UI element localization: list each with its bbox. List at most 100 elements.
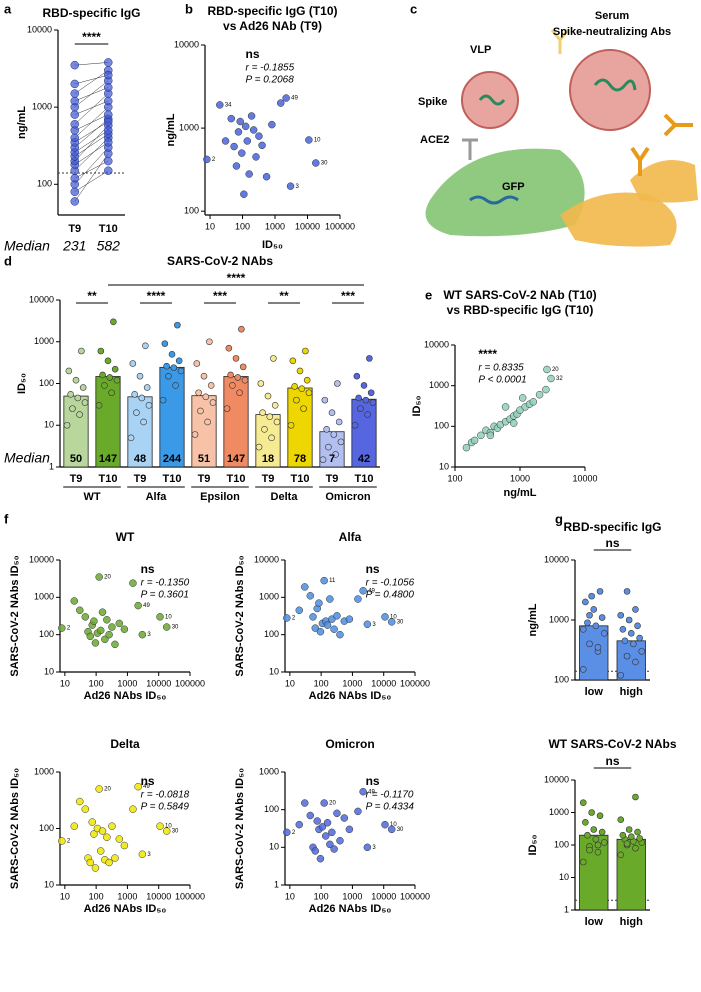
point [600, 630, 608, 637]
significance-label: ns [605, 536, 619, 550]
point-label: 10 [165, 824, 172, 830]
median-value: 7 [329, 453, 335, 465]
point [108, 822, 116, 830]
x-tick-label: 10000 [146, 678, 171, 688]
x-axis-label: ID₅₀ [262, 239, 283, 251]
point [134, 601, 142, 610]
median-value: 50 [70, 453, 82, 465]
x-axis-label: Ad26 NAbs ID₅₀ [309, 903, 392, 915]
y-tick-label: 100 [264, 629, 279, 639]
point [309, 613, 317, 621]
point [387, 825, 396, 834]
y-tick-label: 100 [37, 179, 52, 189]
x-tick-label: 1000 [342, 891, 362, 901]
y-tick-label: 1000 [549, 807, 569, 817]
group-label: Alfa [146, 491, 168, 503]
point [584, 619, 591, 627]
point [103, 833, 111, 842]
point [584, 831, 591, 839]
point-label: 3 [147, 852, 151, 858]
point [590, 826, 598, 833]
point [359, 787, 367, 796]
x-axis-label: Ad26 NAbs ID₅₀ [84, 690, 167, 702]
point-label: 3 [372, 622, 376, 628]
point [91, 864, 100, 872]
point [630, 640, 637, 648]
point-label: 2 [292, 830, 296, 836]
point [627, 833, 635, 841]
y-axis-label: SARS-CoV-2 NAbs ID₅₀ [234, 555, 246, 676]
point [334, 380, 341, 387]
point [625, 616, 633, 624]
antibody [550, 29, 570, 54]
antibody [630, 146, 650, 176]
point [328, 409, 336, 416]
point-label: 49 [368, 588, 375, 594]
point [357, 405, 364, 412]
x-tick-label: T10 [99, 473, 118, 485]
point [95, 402, 103, 409]
p-label: P = 0.3601 [141, 590, 189, 601]
panel-letter: c [410, 1, 417, 16]
point [172, 382, 179, 389]
point [58, 837, 66, 845]
illustration: c Serum Spike-neutralizing Abs VLP Spike… [410, 1, 698, 247]
point [206, 338, 213, 346]
x-tick-label: 100 [447, 473, 462, 483]
point [592, 835, 600, 843]
point [315, 599, 323, 607]
bar [159, 366, 185, 468]
bar [351, 398, 377, 468]
pair-line [74, 70, 109, 94]
y-tick-label: 1000 [429, 380, 449, 390]
point [230, 142, 238, 151]
point-label: 3 [147, 632, 151, 638]
pair-line [74, 170, 109, 192]
x-tick-label: 1000 [265, 221, 285, 231]
point [330, 625, 338, 633]
x-tick-label: 100 [89, 678, 104, 688]
point [588, 809, 595, 816]
point [336, 836, 344, 845]
point [617, 611, 625, 619]
pair-line [74, 80, 109, 108]
pair-line [74, 125, 109, 162]
point [247, 112, 256, 120]
pair-line [74, 153, 109, 202]
p-label: P = 0.4334 [366, 802, 415, 813]
x-tick-label: high [620, 916, 643, 928]
point-label: 20 [104, 575, 111, 581]
y-tick-label: 100 [39, 823, 54, 833]
pair-line [74, 121, 109, 143]
x-tick-label: 10000 [146, 891, 171, 901]
stat-label: ns [141, 774, 155, 788]
group-label: Epsilon [200, 491, 240, 503]
point [161, 340, 169, 347]
point [621, 637, 629, 645]
point [203, 155, 211, 164]
pair-line [74, 137, 109, 171]
point [129, 579, 137, 587]
antibody [663, 113, 693, 137]
x-tick-label: 100000 [400, 891, 430, 901]
point [287, 421, 295, 429]
point [311, 847, 320, 855]
chart-title: Omicron [325, 737, 374, 751]
y-tick-label: 100 [39, 378, 54, 388]
point [547, 374, 555, 383]
y-tick-label: 1000 [179, 122, 199, 132]
x-tick-label: T9 [326, 473, 339, 485]
point [258, 141, 266, 150]
point [364, 411, 371, 418]
point [360, 382, 368, 389]
point [86, 858, 95, 867]
x-tick-label: T9 [134, 473, 147, 485]
point-label: 30 [321, 161, 328, 167]
point [78, 347, 85, 355]
point [289, 357, 297, 365]
point [90, 617, 98, 625]
point-label: 30 [397, 827, 404, 833]
point [345, 615, 354, 623]
p-label: P = 0.2068 [246, 75, 295, 86]
